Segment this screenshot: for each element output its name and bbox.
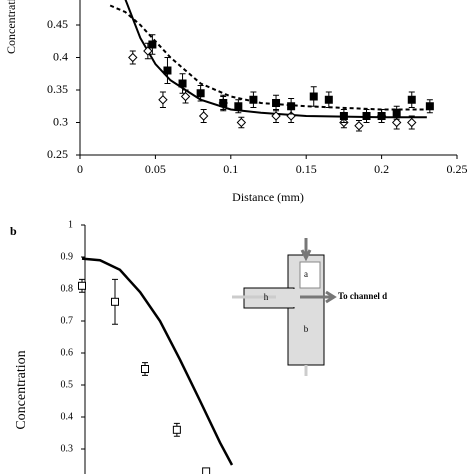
y-tick-label: 0.25 bbox=[47, 147, 68, 161]
point bbox=[287, 102, 296, 111]
point bbox=[309, 92, 318, 101]
y-tick-label: 0.3 bbox=[61, 443, 74, 454]
point bbox=[198, 111, 209, 121]
inset-label: h bbox=[264, 292, 269, 302]
point bbox=[249, 95, 258, 104]
inset-label: a bbox=[304, 269, 308, 279]
y-tick-label: 0.7 bbox=[61, 315, 74, 326]
point bbox=[391, 117, 402, 128]
x-tick-label: 0.1 bbox=[223, 162, 238, 176]
point bbox=[234, 102, 243, 111]
x-axis-label: Distance (mm) bbox=[232, 190, 304, 204]
point bbox=[172, 425, 181, 434]
point bbox=[202, 467, 211, 474]
point bbox=[111, 297, 119, 306]
point bbox=[143, 46, 153, 56]
point bbox=[148, 40, 157, 49]
y-tick-label: 1 bbox=[68, 219, 73, 230]
point bbox=[180, 91, 191, 102]
y-axis-label: Concentration bbox=[14, 350, 29, 429]
inset-label: b bbox=[304, 324, 309, 334]
point bbox=[178, 79, 187, 88]
y-axis-label: Concentration bbox=[4, 0, 18, 54]
y-tick-label: 0.4 bbox=[61, 411, 74, 422]
point bbox=[78, 281, 86, 290]
line bbox=[81, 257, 234, 466]
inset-label: To channel d bbox=[338, 291, 387, 301]
point bbox=[362, 112, 371, 120]
point bbox=[324, 95, 333, 104]
y-tick-label: 0.8 bbox=[61, 283, 74, 294]
point bbox=[407, 117, 417, 128]
y-tick-label: 0.3 bbox=[53, 114, 68, 128]
point bbox=[236, 117, 247, 128]
point bbox=[339, 112, 348, 120]
y-tick-label: 0.45 bbox=[47, 17, 68, 31]
point bbox=[407, 95, 416, 104]
point bbox=[425, 102, 434, 111]
y-tick-label: 0.6 bbox=[61, 347, 74, 358]
y-tick-label: 0.35 bbox=[47, 82, 68, 96]
line bbox=[109, 4, 427, 111]
inset-diagram: a h b To channel d bbox=[232, 238, 387, 376]
point bbox=[158, 95, 168, 105]
panel-label: b bbox=[10, 224, 17, 238]
x-tick-label: 0.15 bbox=[296, 162, 317, 176]
y-tick-label: 0.9 bbox=[61, 251, 74, 262]
x-tick-label: 0.2 bbox=[374, 162, 389, 176]
y-tick-label: 0.5 bbox=[61, 379, 74, 390]
point bbox=[271, 111, 281, 121]
x-tick-label: 0.05 bbox=[145, 162, 166, 176]
point bbox=[196, 89, 205, 98]
point bbox=[272, 99, 281, 107]
point bbox=[377, 112, 386, 120]
point bbox=[163, 66, 172, 75]
point bbox=[354, 121, 364, 131]
x-tick-label: 0 bbox=[77, 162, 83, 176]
point bbox=[141, 365, 149, 373]
point bbox=[219, 99, 228, 107]
point bbox=[128, 52, 138, 63]
x-tick-label: 0.25 bbox=[447, 162, 468, 176]
point bbox=[392, 108, 401, 117]
y-tick-label: 0.4 bbox=[53, 49, 68, 63]
